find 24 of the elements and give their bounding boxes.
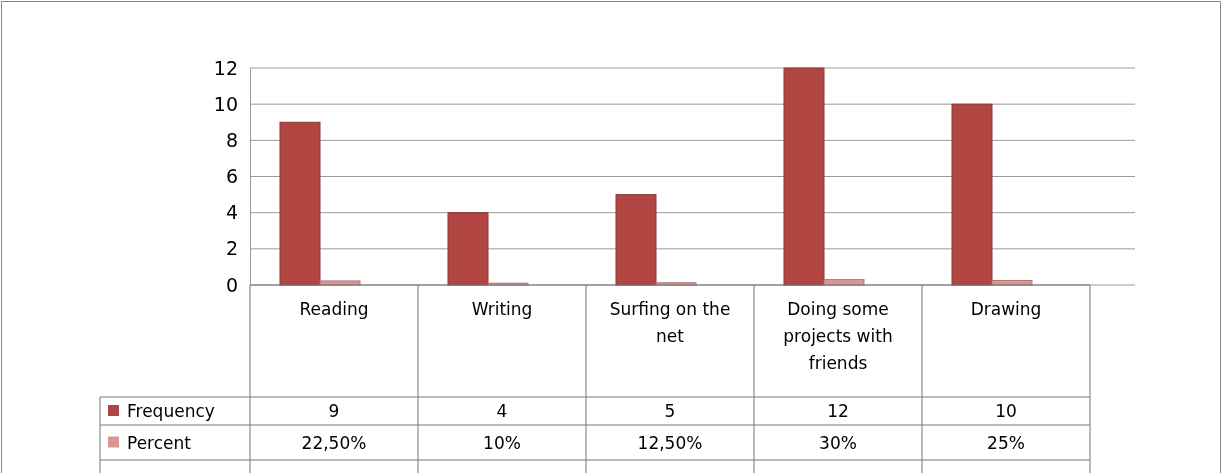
data-label: 25% bbox=[987, 432, 1025, 453]
y-tick-label: 10 bbox=[213, 92, 238, 115]
y-tick-label: 12 bbox=[213, 56, 238, 79]
data-label: 22,50% bbox=[301, 432, 367, 453]
data-label: 12,50% bbox=[637, 432, 703, 453]
x-tick-label: Reading bbox=[299, 299, 369, 319]
x-tick-label: Doing some projects with friends bbox=[783, 299, 893, 373]
x-tick-label: Drawing bbox=[970, 299, 1042, 319]
x-tick-label: Surfing on the net bbox=[609, 299, 731, 346]
y-tick-label: 2 bbox=[225, 237, 238, 260]
data-label: 5 bbox=[664, 401, 676, 421]
legend-label: Percent bbox=[127, 432, 192, 453]
data-label: 9 bbox=[328, 401, 340, 421]
data-label: 10% bbox=[483, 432, 521, 453]
y-tick-label: 6 bbox=[225, 165, 238, 188]
data-label: 10 bbox=[995, 401, 1017, 421]
data-label: 12 bbox=[827, 401, 849, 421]
legend-label: Frequency bbox=[127, 401, 215, 421]
y-tick-label: 4 bbox=[225, 201, 238, 224]
y-tick-label: 8 bbox=[225, 128, 238, 151]
data-label: 4 bbox=[496, 401, 508, 421]
x-tick-label: Writing bbox=[471, 299, 533, 319]
y-tick-label: 0 bbox=[225, 273, 238, 296]
data-label: 30% bbox=[819, 432, 857, 453]
